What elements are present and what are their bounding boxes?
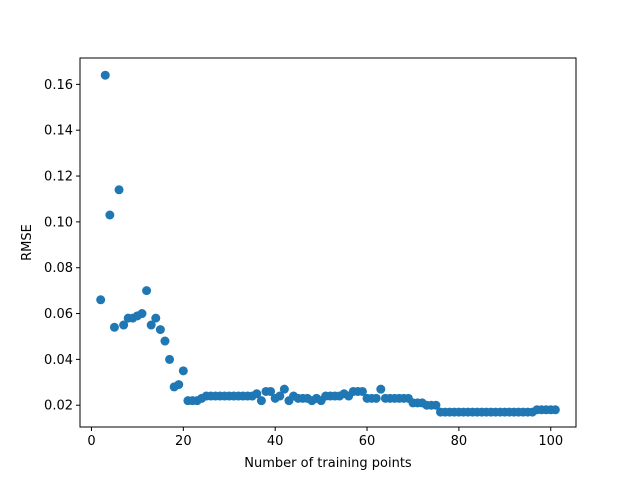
data-point: [174, 380, 184, 390]
data-point: [96, 295, 106, 305]
x-tick-label: 100: [538, 434, 563, 449]
plot-frame: [79, 57, 577, 428]
data-point: [431, 400, 441, 410]
data-point: [256, 396, 266, 406]
data-point: [146, 320, 156, 330]
data-point: [114, 185, 124, 195]
data-point: [109, 322, 119, 332]
data-point: [119, 320, 129, 330]
data-point: [275, 391, 285, 401]
data-point: [100, 70, 110, 80]
x-tick-label: 0: [87, 434, 95, 449]
y-tick-label: 0.02: [44, 399, 73, 414]
x-axis-ticks: 0 20 40 60 80 100: [87, 427, 563, 449]
data-point: [105, 210, 115, 220]
data-point: [137, 309, 147, 319]
x-axis-label: Number of training points: [244, 456, 412, 471]
data-point: [160, 336, 170, 346]
y-tick-label: 0.08: [44, 261, 73, 276]
x-tick-label: 20: [175, 434, 192, 449]
data-point: [376, 384, 386, 394]
data-point: [266, 386, 276, 396]
x-tick-label: 60: [359, 434, 376, 449]
y-tick-label: 0.12: [44, 170, 73, 185]
y-tick-label: 0.04: [44, 353, 73, 368]
y-axis-ticks: 0.02 0.04 0.06 0.08 0.10 0.12 0.14 0.16: [44, 78, 80, 414]
data-point: [165, 354, 175, 364]
data-point: [142, 286, 152, 296]
data-point: [279, 384, 289, 394]
data-point: [155, 325, 165, 335]
data-point: [357, 386, 367, 396]
data-point: [151, 313, 161, 323]
data-points: [96, 70, 560, 417]
data-point: [371, 393, 381, 403]
y-tick-label: 0.10: [44, 215, 73, 230]
x-tick-label: 80: [451, 434, 468, 449]
y-tick-label: 0.14: [44, 124, 73, 139]
data-point: [550, 405, 560, 415]
data-point: [252, 389, 262, 399]
y-tick-label: 0.16: [44, 78, 73, 93]
y-tick-label: 0.06: [44, 307, 73, 322]
data-point: [178, 366, 188, 376]
y-axis-label: RMSE: [20, 224, 35, 261]
x-tick-label: 40: [267, 434, 284, 449]
